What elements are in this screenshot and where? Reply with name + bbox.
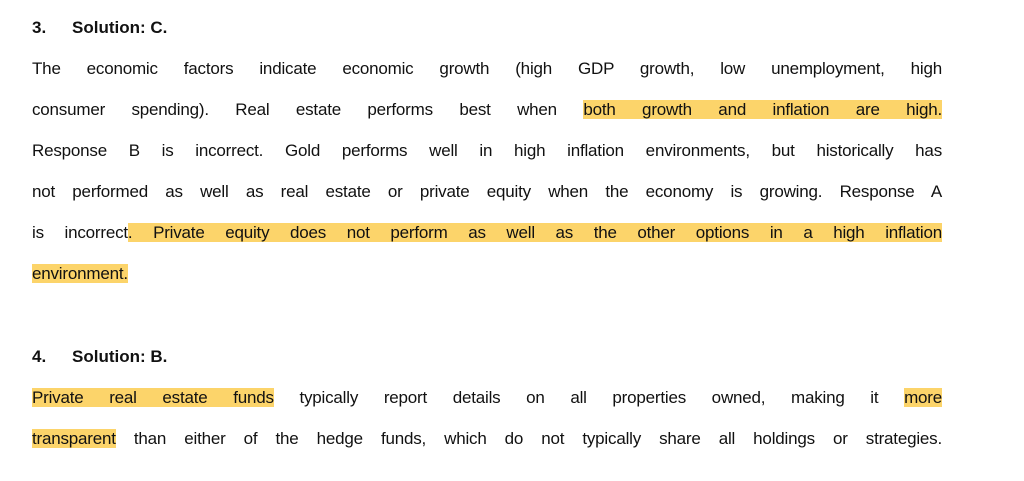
section-title: Solution: C. bbox=[72, 18, 168, 37]
text-line: environment. bbox=[32, 260, 942, 288]
text-line: Private real estate funds typically repo… bbox=[32, 384, 942, 412]
text-run: than either of the hedge funds, which do… bbox=[115, 429, 942, 448]
text-line: consumer spending). Real estate performs… bbox=[32, 96, 942, 124]
text-run: is incorrect bbox=[32, 223, 128, 242]
text-line: Response B is incorrect. Gold performs w… bbox=[32, 137, 942, 165]
highlighted-text: . Private equity does not perform as wel… bbox=[127, 223, 942, 242]
text-line: transparent than either of the hedge fun… bbox=[32, 425, 942, 453]
text-run: Response B is incorrect. Gold performs w… bbox=[32, 141, 942, 160]
text-run: typically report details on all properti… bbox=[273, 388, 905, 407]
section-heading: 4. Solution: B. bbox=[32, 345, 167, 369]
text-line: not performed as well as real estate or … bbox=[32, 178, 942, 206]
text-run: not performed as well as real estate or … bbox=[32, 182, 942, 201]
section-number: 4. bbox=[32, 347, 47, 366]
text-run: consumer spending). Real estate performs… bbox=[32, 100, 584, 119]
highlighted-text: transparent bbox=[32, 429, 116, 448]
highlighted-text: Private real estate funds bbox=[32, 388, 274, 407]
section-heading: 3. Solution: C. bbox=[32, 16, 167, 40]
section-title: Solution: B. bbox=[72, 347, 168, 366]
highlighted-text: both growth and inflation are high. bbox=[583, 100, 942, 119]
highlighted-text: more bbox=[904, 388, 942, 407]
text-line: is incorrect. Private equity does not pe… bbox=[32, 219, 942, 247]
section-number: 3. bbox=[32, 18, 47, 37]
text-run: The economic factors indicate economic g… bbox=[32, 59, 942, 78]
highlighted-text: environment. bbox=[32, 264, 128, 283]
text-line: The economic factors indicate economic g… bbox=[32, 55, 942, 83]
